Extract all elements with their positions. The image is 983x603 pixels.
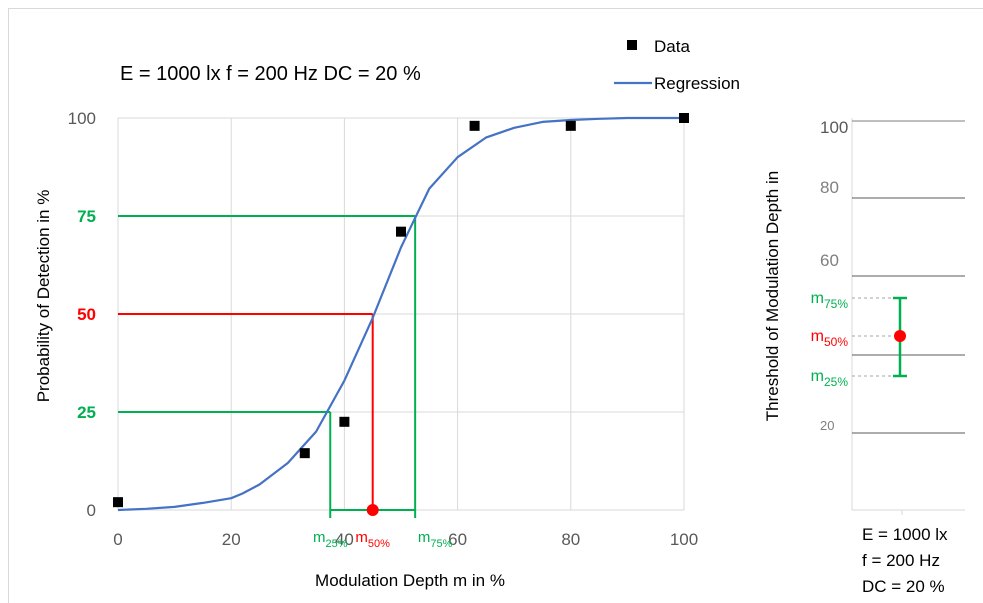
data-point bbox=[299, 448, 310, 459]
m50-label: m50% bbox=[355, 529, 390, 550]
side-caption-line: E = 1000 lx bbox=[862, 525, 948, 544]
x-tick-label: 40 bbox=[335, 530, 354, 549]
y-tick-label: 100 bbox=[68, 109, 96, 128]
x-tick-label: 0 bbox=[113, 530, 122, 549]
side-tick-label: 60 bbox=[820, 251, 839, 270]
data-point bbox=[113, 497, 123, 508]
y-tick-label: 0 bbox=[87, 501, 96, 520]
legend-data-label: Data bbox=[654, 37, 690, 56]
legend-data-marker bbox=[627, 40, 637, 50]
side-y-axis-title: Threshold of Modulation Depth in bbox=[763, 171, 782, 421]
figure-frame bbox=[8, 8, 983, 603]
data-point bbox=[679, 113, 689, 123]
m75-label: m75% bbox=[418, 529, 453, 550]
side-caption-line: DC = 20 % bbox=[862, 577, 945, 596]
regression-line bbox=[117, 116, 684, 512]
side-tick-label: 80 bbox=[820, 178, 839, 197]
side-m50-marker bbox=[894, 330, 906, 342]
side-tick-label: 20 bbox=[820, 418, 834, 433]
y-axis-title: Probability of Detection in % bbox=[34, 190, 53, 403]
m50-marker bbox=[366, 504, 379, 516]
x-axis-title: Modulation Depth m in % bbox=[315, 571, 505, 590]
side-caption-line: f = 200 Hz bbox=[862, 551, 940, 570]
x-tick-label: 80 bbox=[561, 530, 580, 549]
side-tick-label: 100 bbox=[820, 118, 848, 137]
data-point bbox=[396, 226, 406, 237]
side-threshold-label: m75% bbox=[811, 290, 849, 311]
y-tick-label: 25 bbox=[77, 403, 96, 422]
y-tick-label: 75 bbox=[77, 207, 96, 226]
side-threshold-label: m25% bbox=[811, 368, 849, 389]
m25-label: m25% bbox=[313, 529, 348, 550]
x-tick-label: 100 bbox=[670, 530, 698, 549]
legend-regression-label: Regression bbox=[654, 74, 740, 93]
chart-title: E = 1000 lx f = 200 Hz DC = 20 % bbox=[120, 63, 421, 85]
x-tick-label: 20 bbox=[222, 530, 241, 549]
data-point bbox=[339, 416, 350, 427]
data-point bbox=[469, 120, 480, 131]
side-threshold-label: m50% bbox=[811, 328, 849, 349]
x-tick-label: 60 bbox=[448, 530, 467, 549]
data-point bbox=[565, 120, 576, 131]
y-tick-label: 50 bbox=[77, 305, 96, 324]
